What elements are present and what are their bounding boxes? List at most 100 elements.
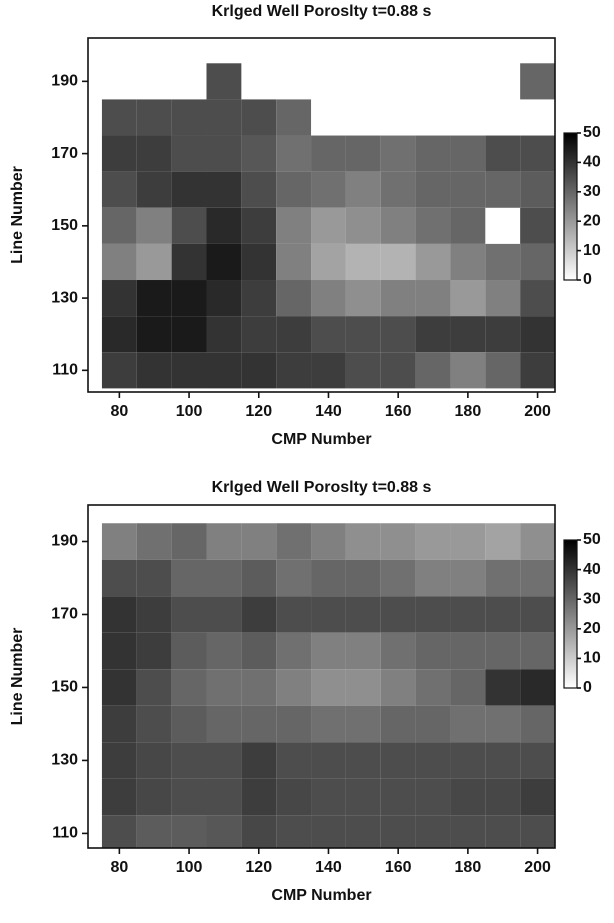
heatmap-cell bbox=[380, 705, 416, 743]
heatmap-cell bbox=[520, 135, 555, 172]
heatmap-cell bbox=[345, 171, 381, 208]
heatmap-cell bbox=[171, 135, 207, 172]
y-tick-label: 170 bbox=[51, 145, 78, 162]
heatmap-cell bbox=[136, 559, 172, 597]
heatmap-cell bbox=[380, 352, 416, 389]
heatmap-cells bbox=[101, 63, 555, 389]
heatmap-cell bbox=[415, 243, 451, 281]
heatmap-cell bbox=[206, 171, 242, 208]
heatmap-cell bbox=[311, 135, 346, 172]
y-axis-label: Line Number bbox=[9, 166, 26, 264]
heatmap-cell bbox=[380, 632, 416, 670]
heatmap-cell bbox=[311, 523, 346, 560]
heatmap-cell bbox=[520, 632, 555, 670]
heatmap-cell bbox=[450, 243, 486, 281]
heatmap-cell bbox=[241, 99, 277, 136]
heatmap-cell bbox=[520, 207, 555, 244]
heatmap-cell bbox=[136, 632, 172, 670]
heatmap-cell bbox=[415, 632, 451, 670]
heatmap-cell bbox=[415, 815, 451, 848]
heatmap-cell bbox=[345, 280, 381, 317]
heatmap-cell bbox=[206, 207, 242, 244]
heatmap-cell bbox=[241, 523, 277, 560]
heatmap-cell bbox=[450, 596, 486, 633]
heatmap-cell bbox=[241, 352, 277, 389]
heatmap-cell bbox=[450, 316, 486, 353]
x-tick-label: 200 bbox=[524, 403, 551, 420]
heatmap-cell bbox=[345, 243, 381, 281]
heatmap-cell bbox=[345, 207, 381, 244]
heatmap-cell bbox=[136, 352, 172, 389]
heatmap-cell bbox=[206, 815, 242, 848]
heatmap-cell bbox=[276, 669, 312, 706]
heatmap-cell bbox=[380, 596, 416, 633]
heatmap-cell bbox=[380, 559, 416, 597]
heatmap-cell bbox=[415, 280, 451, 317]
heatmap-cell bbox=[345, 705, 381, 743]
y-axis-label: Line Number bbox=[9, 628, 26, 726]
heatmap-cell bbox=[520, 243, 555, 281]
heatmap-cell bbox=[380, 280, 416, 317]
heatmap-cell bbox=[415, 669, 451, 706]
heatmap-cell bbox=[520, 705, 555, 743]
x-axis-label: CMP Number bbox=[271, 887, 371, 904]
heatmap-cell bbox=[311, 705, 346, 743]
heatmap-cell bbox=[136, 280, 172, 317]
heatmap-cell bbox=[450, 352, 486, 389]
heatmap-cell bbox=[171, 316, 207, 353]
heatmap-cell bbox=[485, 596, 521, 633]
y-tick-label: 110 bbox=[52, 362, 78, 379]
heatmap-cell bbox=[311, 742, 346, 779]
x-tick-label: 140 bbox=[315, 403, 342, 420]
heatmap-cell bbox=[171, 559, 207, 597]
x-axis-label: CMP Number bbox=[271, 431, 371, 448]
heatmap-cell bbox=[101, 778, 137, 816]
heatmap-cell bbox=[345, 135, 381, 172]
heatmap-cell bbox=[311, 207, 346, 244]
heatmap-cell bbox=[345, 778, 381, 816]
colorbar-tick-label: 40 bbox=[583, 561, 601, 578]
heatmap-cell bbox=[101, 705, 137, 743]
x-tick-label: 80 bbox=[110, 403, 128, 420]
heatmap-cell bbox=[241, 705, 277, 743]
heatmap-cell bbox=[206, 63, 242, 100]
colorbar-tick-label: 0 bbox=[583, 679, 592, 696]
colorbar-tick-label: 10 bbox=[583, 650, 601, 667]
heatmap-cell bbox=[206, 243, 242, 281]
y-tick-label: 150 bbox=[51, 217, 78, 234]
y-tick-label: 190 bbox=[51, 533, 78, 550]
heatmap-cell bbox=[276, 705, 312, 743]
heatmap-cell bbox=[415, 171, 451, 208]
heatmap-cell bbox=[311, 171, 346, 208]
heatmap-cell bbox=[101, 523, 137, 560]
heatmap-cell bbox=[136, 669, 172, 706]
y-tick-label: 130 bbox=[51, 289, 78, 306]
colorbar-tick-label: 10 bbox=[583, 242, 601, 259]
heatmap-cell bbox=[206, 99, 242, 136]
heatmap-cell bbox=[171, 352, 207, 389]
colorbar-tick-label: 40 bbox=[583, 154, 601, 171]
heatmap-cell bbox=[311, 243, 346, 281]
y-tick-label: 190 bbox=[51, 73, 78, 90]
x-tick-label: 160 bbox=[385, 403, 412, 420]
heatmap-cell bbox=[206, 669, 242, 706]
heatmap-cell bbox=[101, 135, 137, 172]
heatmap-cell bbox=[311, 778, 346, 816]
y-tick-label: 110 bbox=[52, 825, 78, 842]
heatmap-cell bbox=[520, 280, 555, 317]
heatmap-cell bbox=[520, 596, 555, 633]
heatmap-cell bbox=[206, 705, 242, 743]
heatmap-cell bbox=[311, 352, 346, 389]
heatmap-cell bbox=[101, 632, 137, 670]
heatmap-cell bbox=[380, 207, 416, 244]
heatmap-cell bbox=[485, 778, 521, 816]
heatmap-cell bbox=[380, 778, 416, 816]
heatmap-cell bbox=[276, 742, 312, 779]
heatmap-cell bbox=[276, 523, 312, 560]
heatmap-cell bbox=[380, 135, 416, 172]
heatmap-cell bbox=[380, 523, 416, 560]
heatmap-cell bbox=[485, 559, 521, 597]
y-tick-label: 170 bbox=[51, 606, 78, 623]
heatmap-cell bbox=[276, 778, 312, 816]
